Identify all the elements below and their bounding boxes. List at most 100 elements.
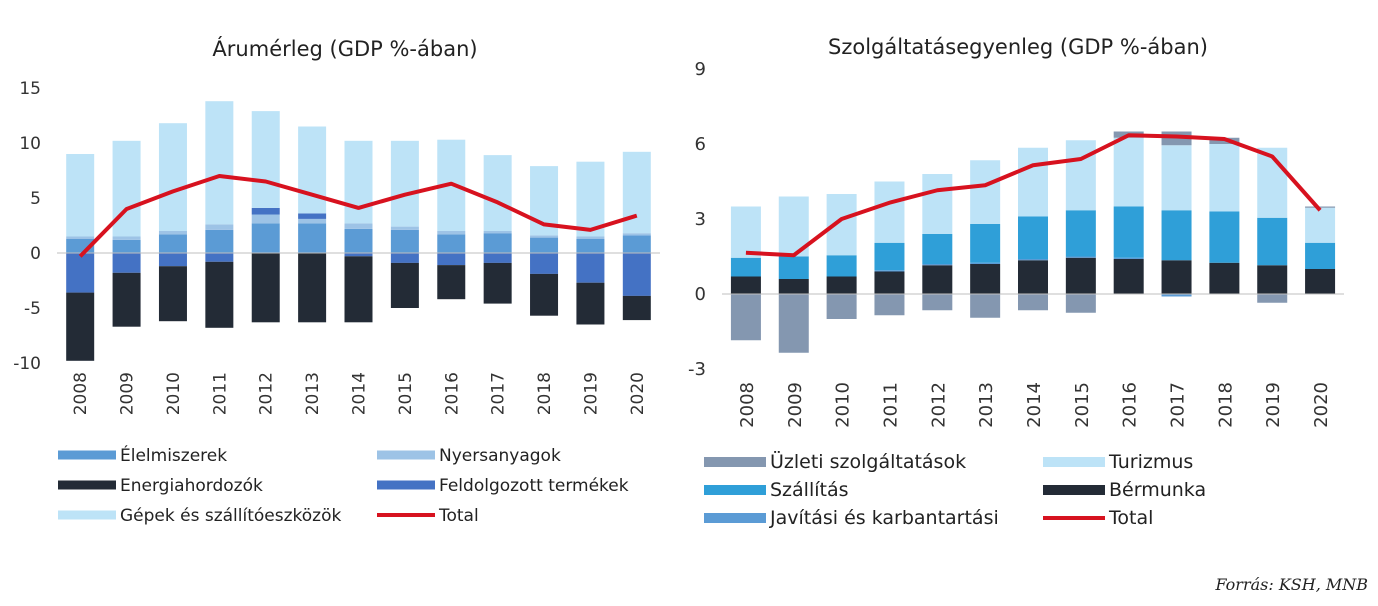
x-tick-label: 2015: [396, 372, 416, 415]
bar-manufacturing-2018: [1209, 262, 1240, 294]
x-tick-label: 2017: [1168, 382, 1189, 428]
legend-label: Bérmunka: [1109, 479, 1206, 501]
bar-processed-2018: [530, 253, 559, 274]
legend-label: Szállítás: [770, 479, 849, 501]
x-tick-label: 2020: [1311, 382, 1332, 428]
y-tick-label: 3: [695, 209, 706, 230]
bar-repair-2011: [874, 270, 905, 272]
chart-right-legend: Üzleti szolgáltatások Turizmus Szállítás Bé…: [704, 450, 1206, 529]
legend-label: Élelmiszerek: [120, 444, 227, 466]
bar-food-2013: [298, 223, 327, 253]
bar-machinery-2008: [66, 154, 95, 237]
legend-swatch: [704, 485, 766, 495]
bar-tourism-2016: [1113, 137, 1144, 207]
bar-transport-2016: [1113, 206, 1144, 258]
legend-label: Javítási és karbantartási: [769, 507, 999, 529]
y-tick-label: 15: [19, 79, 41, 99]
bar-energy-2020: [622, 295, 651, 321]
bar-tourism-2018: [1209, 144, 1240, 212]
bar-processed-2009: [112, 253, 141, 273]
x-tick-label: 2012: [928, 382, 949, 428]
bar-processed-2017: [483, 253, 512, 263]
bar-food-2010: [158, 234, 187, 253]
bar-food-2016: [437, 234, 466, 253]
bar-processed-2014: [344, 253, 373, 257]
bar-manufacturing-2014: [1018, 260, 1048, 294]
bar-manufacturing-2016: [1113, 259, 1144, 294]
bar-food-2009: [112, 239, 141, 253]
legend-label: Üzleti szolgáltatások: [770, 450, 966, 473]
bar-business-2014: [1018, 294, 1048, 311]
legend-item-transport: Szállítás: [704, 479, 849, 501]
legend-item-business: Üzleti szolgáltatások: [704, 450, 966, 473]
bar-energy-2010: [158, 266, 187, 322]
bar-manufacturing-2012: [922, 265, 953, 294]
bar-manufacturing-2017: [1161, 260, 1192, 294]
bar-raw-2009: [112, 236, 141, 240]
x-tick-label: 2011: [880, 382, 901, 428]
bar-manufacturing-2020: [1305, 269, 1336, 294]
legend-swatch: [58, 450, 116, 460]
chart-left-x-axis: 2008 2009 2010 2011 2012 2013 2014 2015 2016 2017…: [71, 372, 648, 415]
bar-energy-2009: [112, 272, 141, 327]
bar-machinery-2011: [205, 101, 234, 225]
x-tick-label: 2015: [1072, 382, 1093, 428]
chart-right-y-axis: 9 6 3 0 -3: [688, 59, 706, 380]
chart-right-title: Szolgáltatásegyenleg (GDP %-ában): [828, 35, 1208, 59]
bar-food-2012: [251, 223, 280, 253]
bar-manufacturing-2011: [874, 271, 905, 294]
y-tick-label: -10: [13, 354, 41, 374]
bar-energy-2018: [530, 273, 559, 316]
bar-food-2019: [576, 238, 605, 253]
legend-item-machinery: Gépek és szállítóeszközök: [58, 506, 341, 526]
bar-raw-2018: [530, 235, 559, 238]
bar-transport-2019: [1257, 217, 1288, 266]
bar-repair-2015: [1065, 256, 1096, 258]
x-tick-label: 2020: [628, 372, 648, 415]
x-tick-label: 2012: [257, 372, 277, 415]
chart-left-y-axis: 15 10 5 0 -5 -10: [13, 79, 41, 374]
bar-raw-2015: [390, 226, 419, 230]
legend-item-total: Total: [377, 506, 479, 526]
bar-repair-2012: [922, 264, 953, 266]
x-tick-label: 2018: [1215, 382, 1236, 428]
bar-raw-2014: [344, 223, 373, 229]
legend-swatch: [377, 480, 435, 490]
y-tick-label: -5: [24, 299, 41, 319]
bar-energy-2012: [251, 253, 280, 323]
chart-right: Szolgáltatásegyenleg (GDP %-ában) 9 6 3 0 -3…: [688, 35, 1344, 529]
bar-processed-2019: [576, 253, 605, 283]
bar-raw-2011: [205, 224, 234, 230]
bar-machinery-2009: [112, 140, 141, 237]
x-tick-label: 2019: [1263, 382, 1284, 428]
bar-machinery-2012: [251, 111, 280, 208]
bar-processed-2016: [437, 253, 466, 266]
bar-business-2019: [1257, 294, 1288, 303]
bar-tourism-2012: [922, 174, 953, 234]
bar-transport-2014: [1018, 216, 1048, 259]
legend-label: Total: [438, 506, 479, 526]
bar-transport-2012: [922, 234, 953, 264]
bar-business-2008: [730, 294, 761, 341]
bar-food-2014: [344, 228, 373, 253]
legend-item-raw: Nyersanyagok: [377, 446, 561, 466]
bar-transport-2010: [826, 255, 857, 277]
bar-energy-2016: [437, 265, 466, 300]
chart-right-x-axis: 2008 2009 2010 2011 2012 2013 2014 2015 2016 2017…: [737, 382, 1332, 428]
bar-processed-2008: [66, 253, 95, 293]
bar-manufacturing-2013: [970, 264, 1001, 294]
chart-right-bars: [730, 131, 1336, 353]
legend-item-manufacturing: Bérmunka: [1043, 479, 1206, 501]
bar-machinery-2013: [298, 126, 327, 214]
bar-raw-2013: [298, 218, 327, 224]
bar-machinery-2020: [622, 151, 651, 234]
y-tick-label: 0: [695, 284, 706, 305]
bar-tourism-2008: [730, 206, 761, 258]
bar-business-2010: [826, 294, 857, 319]
bar-energy-2008: [66, 292, 95, 361]
legend-swatch: [58, 510, 116, 520]
x-tick-label: 2010: [833, 382, 854, 428]
bar-raw-2017: [483, 231, 512, 234]
legend-label: Feldolgozott termékek: [439, 476, 629, 496]
